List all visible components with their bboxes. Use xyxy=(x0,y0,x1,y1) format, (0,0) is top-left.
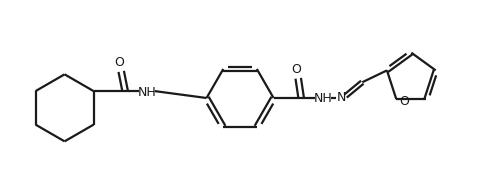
Text: O: O xyxy=(399,94,409,108)
Text: O: O xyxy=(114,56,124,69)
Text: N: N xyxy=(337,91,346,103)
Text: O: O xyxy=(291,63,301,76)
Text: NH: NH xyxy=(138,86,156,99)
Text: NH: NH xyxy=(313,93,332,105)
